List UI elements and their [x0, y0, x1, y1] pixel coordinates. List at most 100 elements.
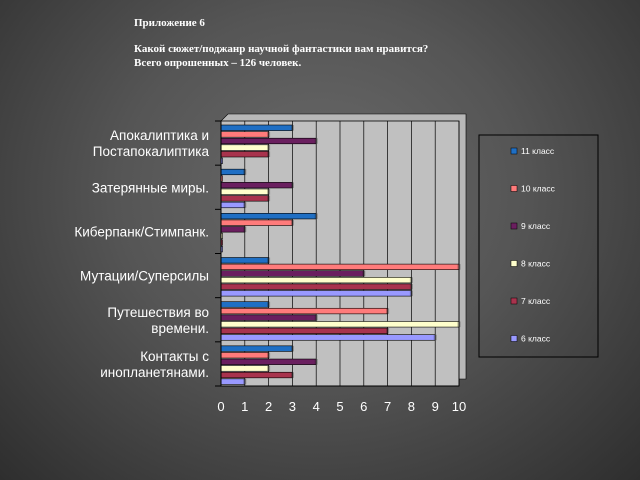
legend-swatch-7-класс [510, 297, 518, 305]
bar-1-8-класс [220, 144, 269, 151]
bar-end-1-8-класс [267, 144, 271, 151]
bar-end-5-7-класс [386, 328, 390, 334]
x-tick-label-3: 3 [289, 399, 296, 414]
x-tick-label-7: 7 [384, 399, 391, 414]
bar-end-4-7-класс [409, 283, 413, 290]
x-tick-label-6: 6 [360, 399, 367, 414]
slide-header: Приложение 6 Какой сюжет/поджанр научной… [134, 16, 428, 70]
bar-6-6-класс [220, 378, 246, 385]
x-tick-label-8: 8 [408, 399, 415, 414]
bar-2-6-класс [220, 201, 246, 209]
bars [220, 124, 461, 385]
bar-end-6-8-класс [267, 365, 271, 372]
legend-swatch-8-класс [510, 260, 518, 267]
x-tick-label-9: 9 [432, 399, 439, 414]
bar-end-4-9-класс [362, 270, 366, 277]
bar-end-6-11-класс [290, 345, 294, 352]
bar-5-8-класс [220, 321, 460, 328]
bar-6-10-класс [220, 352, 269, 359]
bar-end-1-11-класс [290, 125, 294, 131]
bar-end-4-10-класс [457, 264, 461, 270]
respondent-count: Всего опрошенных – 126 человек. [134, 57, 302, 69]
x-tick-label-5: 5 [336, 399, 343, 414]
bar-end-5-8-класс [457, 321, 461, 328]
x-tick-label-0: 0 [217, 399, 224, 414]
bar-1-9-класс [220, 137, 317, 145]
bar-end-5-6-класс [433, 334, 437, 341]
bar-end-1-10-класс [267, 131, 271, 138]
bar-end-3-11-класс [314, 213, 318, 219]
legend-label-10-класс: 10 класс [521, 184, 556, 194]
category-label-4-line-1: Мутации/Суперсилы [80, 269, 209, 284]
survey-question: Какой сюжет/поджанр научной фантастики в… [134, 43, 429, 55]
bar-end-1-9-класс [314, 138, 318, 144]
legend-label-8-класс: 8 класс [521, 259, 551, 269]
bar-end-3-10-класс [290, 219, 294, 226]
bar-6-9-класс [220, 358, 317, 365]
x-tick-labels: 0 1 2 3 4 5 6 7 8 9 10 [217, 399, 466, 414]
bar-2-9-класс [220, 182, 293, 189]
legend: 11 класс 10 класс 9 класс 8 класс 7 класс 6 к… [478, 134, 599, 358]
bar-end-6-7-класс [290, 372, 294, 378]
bar-5-7-класс [220, 327, 388, 334]
bar-end-4-6-класс [409, 290, 413, 297]
bar-1-10-класс [220, 131, 269, 138]
bar-5-6-класс [220, 334, 436, 341]
bar-6-11-класс [220, 345, 293, 352]
bar-end-4-11-класс [267, 257, 271, 264]
gridlines [220, 121, 460, 386]
bar-2-8-класс [220, 188, 269, 195]
bar-3-9-класс [220, 226, 246, 233]
axes [215, 120, 459, 387]
x-tick-label-1: 1 [241, 399, 248, 414]
bar-end-5-9-класс [314, 314, 318, 321]
bar-end-6-9-класс [314, 359, 318, 365]
x-tick-label-2: 2 [265, 399, 272, 414]
category-label-2-line-1: Затерянные миры. [92, 180, 209, 195]
bar-5-9-класс [220, 314, 317, 321]
x-tick-label-4: 4 [313, 399, 320, 414]
bar-end-2-7-класс [267, 195, 271, 202]
legend-label-9-класс: 9 класс [521, 221, 551, 231]
bar-end-4-8-класс [409, 277, 413, 283]
bar-4-10-класс [220, 263, 460, 271]
bar-4-6-класс [220, 290, 412, 297]
bar-end-5-11-класс [267, 301, 271, 308]
bar-1-7-класс [220, 151, 269, 158]
bar-4-9-класс [220, 270, 365, 277]
bar-end-6-6-класс [243, 378, 247, 385]
legend-swatch-6-класс [510, 335, 518, 342]
bar-end-1-7-класс [267, 151, 271, 157]
category-label-5-line-1: Путешествия во [107, 305, 209, 320]
legend-box [478, 134, 599, 358]
bar-4-8-класс [220, 276, 412, 284]
category-label-5-line-2: времени. [151, 321, 209, 336]
bar-end-2-6-класс [243, 202, 247, 208]
bar-end-6-10-класс [267, 352, 271, 359]
bar-2-11-класс [220, 168, 246, 176]
appendix-label: Приложение 6 [134, 17, 205, 29]
legend-label-7-класс: 7 класс [521, 296, 551, 306]
category-label-1-line-1: Апокалиптика и [110, 128, 209, 143]
bar-6-8-класс [220, 365, 269, 372]
bar-4-7-класс [220, 283, 412, 290]
bar-2-7-класс [220, 195, 269, 202]
bar-end-2-11-класс [243, 169, 247, 175]
bar-end-2-8-класс [267, 188, 271, 195]
legend-swatch-10-класс [510, 185, 518, 192]
legend-label-11-класс: 11 класс [521, 146, 555, 156]
bar-3-11-класс [220, 213, 317, 220]
category-label-6-line-2: инопланетянами. [100, 365, 209, 380]
bar-5-11-класс [220, 301, 269, 308]
legend-label-6-класс: 6 класс [521, 334, 551, 344]
bar-end-2-9-класс [290, 182, 294, 188]
bar-end-3-9-класс [243, 226, 247, 233]
bar-1-11-класс [220, 124, 293, 131]
legend-swatch-9-класс [510, 222, 518, 230]
x-tick-label-10: 10 [452, 399, 466, 414]
bar-4-11-класс [220, 257, 269, 264]
bar-5-10-класс [220, 307, 388, 315]
category-label-1-line-2: Постапокалиптика [93, 144, 210, 159]
